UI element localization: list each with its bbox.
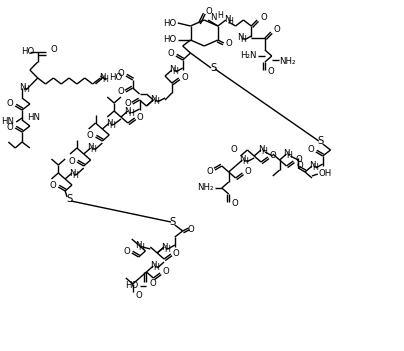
Text: H₂N: H₂N [241, 52, 257, 60]
Text: O: O [6, 99, 13, 108]
Text: N: N [225, 15, 231, 25]
Text: O: O [117, 86, 124, 95]
Text: N: N [99, 73, 105, 82]
Text: O: O [295, 155, 302, 165]
Text: O: O [50, 181, 56, 191]
Text: H: H [228, 18, 234, 26]
Text: H: H [261, 147, 267, 157]
Text: O: O [274, 26, 280, 34]
Text: O: O [231, 199, 238, 208]
Text: HO: HO [125, 282, 139, 291]
Text: O: O [270, 152, 277, 160]
Text: H: H [109, 120, 115, 130]
Text: O: O [231, 146, 238, 154]
Text: HN: HN [1, 118, 14, 126]
Text: O: O [6, 122, 13, 132]
Text: O: O [226, 39, 233, 47]
Text: H: H [102, 75, 108, 85]
Text: H: H [164, 245, 170, 253]
Text: O: O [206, 167, 213, 177]
Text: O: O [244, 167, 251, 177]
Text: O: O [123, 247, 130, 257]
Text: O: O [124, 99, 131, 107]
Text: N: N [283, 150, 290, 159]
Text: HN: HN [27, 113, 40, 122]
Text: S: S [170, 217, 176, 227]
Text: O: O [167, 49, 174, 59]
Text: NH₂: NH₂ [279, 58, 295, 66]
Text: N: N [168, 66, 175, 74]
Text: N: N [135, 240, 142, 250]
Text: H: H [90, 146, 97, 154]
Text: O: O [68, 157, 75, 166]
Text: H: H [23, 86, 29, 94]
Text: N: N [258, 146, 264, 154]
Text: H: H [153, 98, 159, 106]
Text: O: O [187, 225, 194, 233]
Text: O: O [117, 69, 124, 79]
Text: HO: HO [164, 35, 177, 45]
Text: H: H [139, 243, 145, 252]
Text: H: H [72, 171, 78, 179]
Text: O: O [307, 146, 314, 154]
Text: H: H [240, 35, 246, 45]
Text: O: O [206, 7, 213, 15]
Text: HO: HO [164, 19, 177, 27]
Text: N: N [150, 261, 156, 271]
Text: O: O [137, 113, 143, 121]
Text: N: N [161, 243, 167, 252]
Text: H: H [286, 152, 292, 160]
Text: O: O [87, 132, 94, 140]
Text: S: S [210, 63, 216, 73]
Text: H: H [242, 158, 248, 166]
Text: N: N [106, 119, 112, 127]
Text: N: N [87, 144, 94, 152]
Text: HO: HO [21, 47, 34, 57]
Text: O: O [268, 67, 275, 77]
Text: N: N [309, 161, 315, 171]
Text: O: O [136, 291, 143, 300]
Text: H: H [153, 264, 159, 272]
Text: O: O [296, 161, 303, 171]
Text: S: S [66, 194, 72, 204]
Text: N: N [69, 168, 75, 178]
Text: O: O [149, 279, 156, 289]
Text: O: O [50, 46, 57, 54]
Text: N: N [19, 84, 25, 93]
Text: H: H [217, 11, 223, 20]
Text: H: H [172, 67, 178, 77]
Text: NH₂: NH₂ [198, 184, 214, 192]
Text: O: O [162, 267, 169, 277]
Text: N: N [237, 33, 244, 42]
Text: N: N [239, 155, 246, 165]
Text: O: O [260, 13, 267, 22]
Text: S: S [318, 136, 324, 146]
Text: O: O [173, 249, 180, 258]
Text: N: N [124, 106, 131, 115]
Text: H: H [312, 164, 318, 172]
Text: O: O [182, 73, 188, 81]
Text: OH: OH [319, 170, 332, 179]
Text: N: N [210, 13, 217, 22]
Text: N: N [150, 95, 156, 105]
Text: HO: HO [109, 73, 122, 82]
Text: H: H [128, 108, 134, 118]
